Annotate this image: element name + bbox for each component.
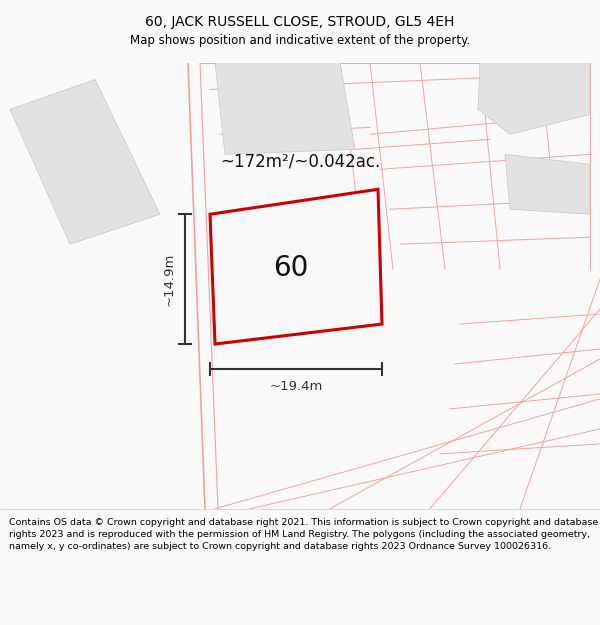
Text: ~14.9m: ~14.9m xyxy=(163,253,176,306)
Polygon shape xyxy=(10,79,160,244)
Polygon shape xyxy=(478,62,590,134)
Polygon shape xyxy=(505,154,590,214)
Text: Contains OS data © Crown copyright and database right 2021. This information is : Contains OS data © Crown copyright and d… xyxy=(9,518,598,551)
Text: ~172m²/~0.042ac.: ~172m²/~0.042ac. xyxy=(220,152,380,171)
Text: 60: 60 xyxy=(274,254,309,282)
Text: Map shows position and indicative extent of the property.: Map shows position and indicative extent… xyxy=(130,34,470,47)
Text: 60, JACK RUSSELL CLOSE, STROUD, GL5 4EH: 60, JACK RUSSELL CLOSE, STROUD, GL5 4EH xyxy=(145,15,455,29)
Polygon shape xyxy=(210,189,382,344)
Text: ~19.4m: ~19.4m xyxy=(269,381,323,394)
Polygon shape xyxy=(215,62,355,154)
